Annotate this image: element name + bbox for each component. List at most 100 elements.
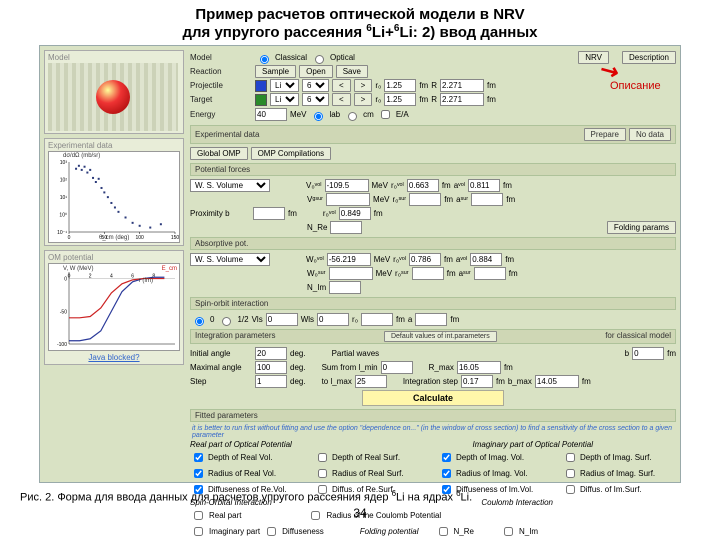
unit: fm	[419, 81, 428, 90]
so-a-input[interactable]	[415, 313, 447, 326]
global-omp-button[interactable]: Global OMP	[190, 147, 248, 160]
fold-nim-cb[interactable]	[504, 527, 513, 536]
label: aᵛᵒˡ	[456, 255, 467, 264]
nodata-button[interactable]: No data	[629, 128, 671, 141]
label: Target	[190, 95, 252, 104]
proximity-input[interactable]	[253, 207, 285, 220]
spin-orbit-header: Spin-orbit interaction	[190, 297, 676, 310]
label: Diffus. of Re.Surf.	[332, 485, 395, 494]
fit-real-cb[interactable]	[194, 453, 203, 462]
energy-input[interactable]	[255, 108, 287, 121]
next-button[interactable]: >	[354, 93, 373, 106]
omp-compilations-button[interactable]: OMP Compilations	[251, 147, 332, 160]
bmax-input[interactable]	[535, 375, 579, 388]
spin-0-radio[interactable]	[195, 317, 204, 326]
label: a	[408, 315, 412, 324]
w-a-input[interactable]	[470, 253, 502, 266]
lmax-input[interactable]	[355, 375, 387, 388]
label: N_Im	[307, 283, 326, 292]
cm-radio[interactable]	[348, 112, 357, 121]
fit-real-cb[interactable]	[318, 469, 327, 478]
prepare-button[interactable]: Prepare	[584, 128, 626, 141]
absorp-type-select[interactable]: W. S. Volume	[190, 253, 270, 266]
y-axis-label: V, W (MeV)	[63, 266, 93, 272]
label: Diffuseness of Re.Vol.	[208, 485, 287, 494]
coul-radius-cb[interactable]	[311, 511, 320, 520]
folding-params-button[interactable]: Folding params	[607, 221, 676, 234]
w-asur-input[interactable]	[474, 267, 506, 280]
spin-half-radio[interactable]	[222, 317, 231, 326]
label: Depth of Real Vol.	[208, 453, 272, 462]
description-button[interactable]: Description	[622, 51, 676, 64]
target-r0-input[interactable]	[384, 93, 416, 106]
lab-radio[interactable]	[314, 112, 323, 121]
wsur-input[interactable]	[329, 267, 373, 280]
unit: fm	[419, 95, 428, 104]
realpart-cb[interactable]	[194, 511, 203, 520]
fit-real-cb[interactable]	[318, 485, 327, 494]
fit-imag-cb[interactable]	[566, 453, 575, 462]
next-button[interactable]: >	[354, 79, 373, 92]
open-button[interactable]: Open	[299, 65, 333, 78]
fold-nre-cb[interactable]	[439, 527, 448, 536]
ea-checkbox[interactable]	[381, 110, 390, 119]
istep-input[interactable]	[461, 375, 493, 388]
w0-input[interactable]	[327, 253, 371, 266]
fit-real-cb[interactable]	[318, 453, 327, 462]
so-r0-input[interactable]	[361, 313, 393, 326]
initial-angle-input[interactable]	[255, 347, 287, 360]
projectile-R-input[interactable]	[440, 79, 484, 92]
wls-input[interactable]	[317, 313, 349, 326]
fit-real-cb[interactable]	[194, 469, 203, 478]
b-input[interactable]	[632, 347, 664, 360]
v0-input[interactable]	[325, 179, 369, 192]
potforces-type-select[interactable]: W. S. Volume	[190, 179, 270, 192]
calculate-button[interactable]: Calculate	[362, 390, 504, 406]
prev-button[interactable]: <	[332, 93, 351, 106]
label: Radius of Imag. Vol.	[456, 469, 528, 478]
r0vol-input[interactable]	[407, 179, 439, 192]
classical-radio[interactable]	[260, 55, 269, 64]
sample-button[interactable]: Sample	[255, 65, 296, 78]
label: Diffuseness of Im.Vol.	[456, 485, 533, 494]
label: Integration step	[403, 377, 458, 386]
nim-input[interactable]	[329, 281, 361, 294]
imagpart-cb[interactable]	[194, 527, 203, 536]
vls-input[interactable]	[266, 313, 298, 326]
r0vol2-input[interactable]	[339, 207, 371, 220]
r0sur-input[interactable]	[409, 193, 441, 206]
save-button[interactable]: Save	[336, 65, 368, 78]
target-R-input[interactable]	[440, 93, 484, 106]
java-blocked-link[interactable]: Java blocked?	[88, 353, 139, 362]
vsur-input[interactable]	[326, 193, 370, 206]
label: Depth of Imag. Vol.	[456, 453, 524, 462]
avol-input[interactable]	[468, 179, 500, 192]
w-r0sur-input[interactable]	[412, 267, 444, 280]
fit-imag-cb[interactable]	[442, 485, 451, 494]
prev-button[interactable]: <	[332, 79, 351, 92]
target-mass-select[interactable]: 6	[302, 93, 329, 106]
fit-imag-cb[interactable]	[566, 469, 575, 478]
rmax-input[interactable]	[457, 361, 501, 374]
lmin-input[interactable]	[381, 361, 413, 374]
default-values-button[interactable]: Default values of int.parameters	[384, 331, 497, 342]
step-input[interactable]	[255, 375, 287, 388]
fit-imag-cb[interactable]	[442, 469, 451, 478]
diffuse-cb[interactable]	[267, 527, 276, 536]
fit-real-cb[interactable]	[194, 485, 203, 494]
label: 1/2	[237, 315, 248, 324]
nre-input[interactable]	[330, 221, 362, 234]
projectile-mass-select[interactable]: 6	[302, 79, 329, 92]
optical-radio[interactable]	[315, 55, 324, 64]
projectile-element-select[interactable]: Li	[270, 79, 299, 92]
target-element-select[interactable]: Li	[270, 93, 299, 106]
label: W₀ˢᵘʳ	[307, 269, 326, 278]
unit: fm	[505, 255, 514, 264]
projectile-r0-input[interactable]	[384, 79, 416, 92]
fit-imag-cb[interactable]	[566, 485, 575, 494]
w-r0-input[interactable]	[409, 253, 441, 266]
fit-imag-cb[interactable]	[442, 453, 451, 462]
asur-input[interactable]	[471, 193, 503, 206]
left-column: Model Experimental data 05010015010³10²1…	[44, 50, 184, 369]
maximal-angle-input[interactable]	[255, 361, 287, 374]
